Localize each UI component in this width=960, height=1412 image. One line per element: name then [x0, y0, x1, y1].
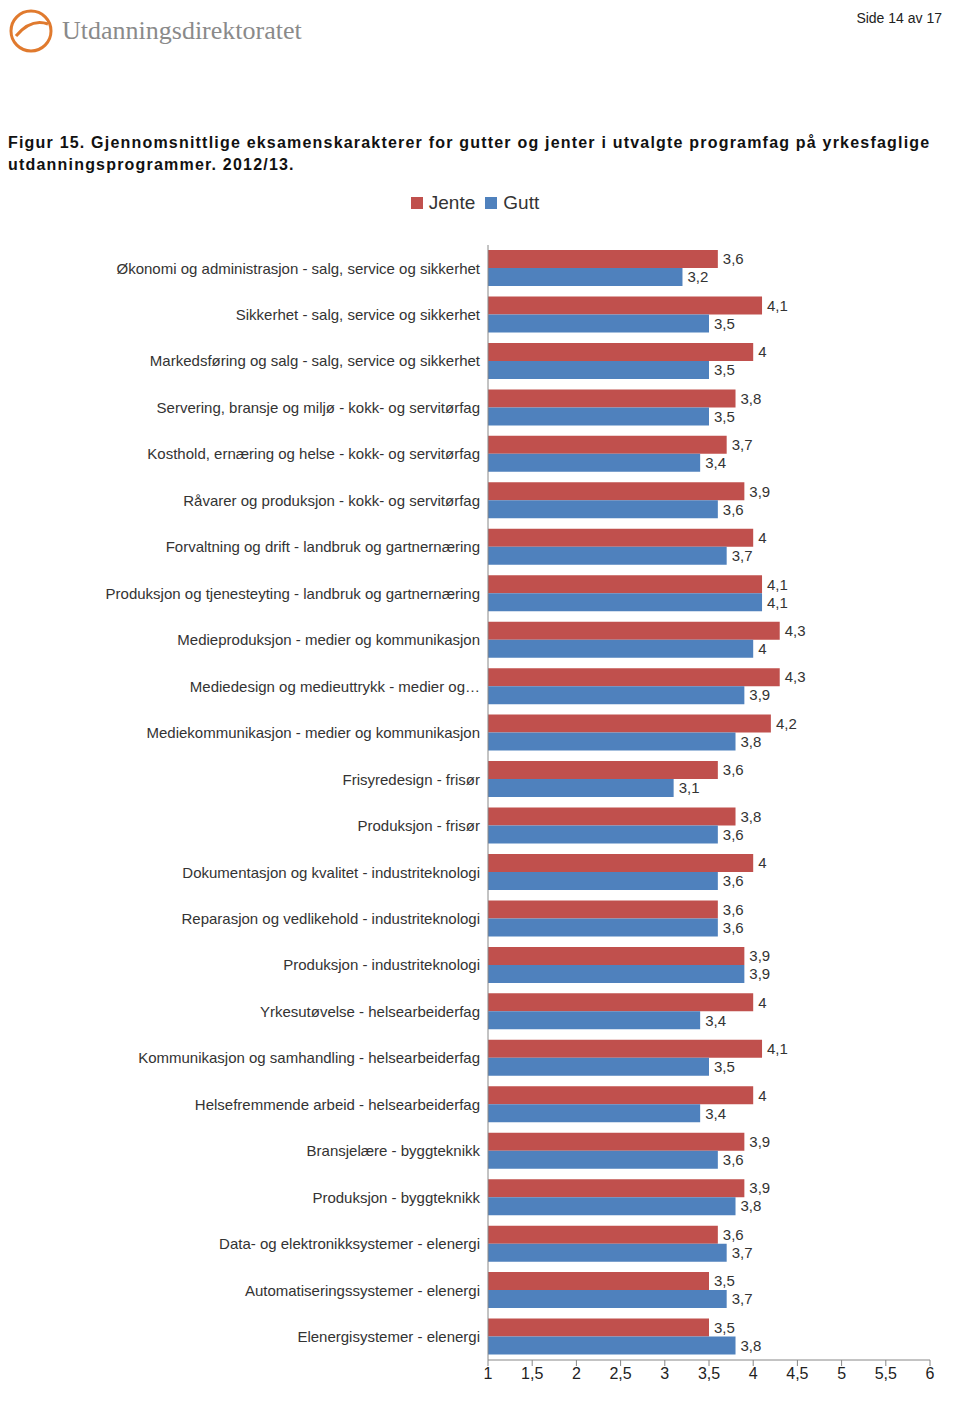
svg-text:Kosthold, ernæring og helse -: Kosthold, ernæring og helse - kokk- og s… [147, 445, 480, 462]
svg-text:3,7: 3,7 [732, 436, 753, 453]
svg-text:5,5: 5,5 [875, 1365, 897, 1382]
svg-text:4: 4 [758, 854, 766, 871]
svg-text:3,6: 3,6 [723, 1151, 744, 1168]
html-text:Figur 15. Gjennomsnittlige eks: Figur 15. Gjennomsnittlige eksamenskarak… [8, 134, 931, 173]
svg-text:Produksjon - industriteknologi: Produksjon - industriteknologi [283, 956, 480, 973]
svg-text:3,7: 3,7 [732, 1244, 753, 1261]
svg-text:3,4: 3,4 [705, 1012, 726, 1029]
svg-text:Elenergisystemer - elenergi: Elenergisystemer - elenergi [297, 1328, 480, 1345]
svg-text:Servering, bransje og miljø -: Servering, bransje og miljø - kokk- og s… [157, 399, 480, 416]
svg-text:3,6: 3,6 [723, 761, 744, 778]
svg-text:4,2: 4,2 [776, 715, 797, 732]
svg-text:Medieproduksjon - medier og ko: Medieproduksjon - medier og kommunikasjo… [177, 631, 480, 648]
svg-text:1: 1 [484, 1365, 493, 1382]
svg-text:3,6: 3,6 [723, 872, 744, 889]
svg-text:4: 4 [758, 994, 766, 1011]
svg-text:Produksjon - byggteknikk: Produksjon - byggteknikk [312, 1189, 480, 1206]
svg-text:Dokumentasjon og kvalitet - in: Dokumentasjon og kvalitet - industritekn… [182, 864, 480, 881]
svg-text:3,6: 3,6 [723, 919, 744, 936]
svg-text:Produksjon og tjenesteyting -: Produksjon og tjenesteyting - landbruk o… [106, 585, 480, 602]
svg-text:3,2: 3,2 [687, 268, 708, 285]
svg-text:3,7: 3,7 [732, 547, 753, 564]
svg-text:2,5: 2,5 [609, 1365, 631, 1382]
svg-text:4,1: 4,1 [767, 297, 788, 314]
svg-text:Forvaltning og drift - landbru: Forvaltning og drift - landbruk og gartn… [166, 538, 480, 555]
svg-text:Sikkerhet - salg, service og s: Sikkerhet - salg, service og sikkerhet [236, 306, 481, 323]
svg-text:3,5: 3,5 [714, 315, 735, 332]
svg-text:3,6: 3,6 [723, 826, 744, 843]
svg-text:3,6: 3,6 [723, 1226, 744, 1243]
svg-text:Yrkesutøvelse - helsearbeiderf: Yrkesutøvelse - helsearbeiderfag [260, 1003, 480, 1020]
svg-text:3,6: 3,6 [723, 250, 744, 267]
html-text:Side 14 av 17: Side 14 av 17 [856, 10, 942, 26]
svg-text:3,1: 3,1 [679, 779, 700, 796]
svg-text:Frisyredesign - frisør: Frisyredesign - frisør [342, 771, 480, 788]
svg-text:3,4: 3,4 [705, 1105, 726, 1122]
svg-text:4: 4 [758, 529, 766, 546]
svg-text:3,5: 3,5 [714, 1058, 735, 1075]
svg-text:Automatiseringssystemer - elen: Automatiseringssystemer - elenergi [245, 1282, 480, 1299]
svg-text:Økonomi og administrasjon - sa: Økonomi og administrasjon - salg, servic… [117, 260, 481, 277]
html-text:Jente: Jente [428, 192, 476, 213]
svg-text:6: 6 [926, 1365, 935, 1382]
svg-text:3: 3 [660, 1365, 669, 1382]
svg-text:4,5: 4,5 [786, 1365, 808, 1382]
svg-text:3,9: 3,9 [749, 947, 770, 964]
svg-text:4: 4 [758, 640, 766, 657]
svg-text:3,9: 3,9 [749, 483, 770, 500]
svg-text:3,5: 3,5 [714, 408, 735, 425]
svg-text:3,9: 3,9 [749, 686, 770, 703]
svg-text:Markedsføring og salg - salg,: Markedsføring og salg - salg, service og… [150, 352, 481, 369]
svg-text:4: 4 [749, 1365, 758, 1382]
svg-text:4: 4 [758, 343, 766, 360]
svg-text:Bransjelære - byggteknikk: Bransjelære - byggteknikk [307, 1142, 481, 1159]
svg-text:3,9: 3,9 [749, 1179, 770, 1196]
svg-text:3,8: 3,8 [741, 390, 762, 407]
svg-text:5: 5 [837, 1365, 846, 1382]
svg-text:4,1: 4,1 [767, 594, 788, 611]
html-text:Utdanningsdirektoratet: Utdanningsdirektoratet [62, 16, 302, 45]
svg-text:3,5: 3,5 [714, 1272, 735, 1289]
svg-text:Data- og elektronikksystemer -: Data- og elektronikksystemer - elenergi [219, 1235, 480, 1252]
svg-text:4,3: 4,3 [785, 668, 806, 685]
svg-text:Mediedesign og medieuttrykk -: Mediedesign og medieuttrykk - medier og… [190, 678, 480, 695]
svg-text:3,5: 3,5 [698, 1365, 720, 1382]
svg-text:3,6: 3,6 [723, 901, 744, 918]
html-text:Gutt: Gutt [503, 192, 540, 213]
svg-text:3,7: 3,7 [732, 1290, 753, 1307]
svg-text:3,9: 3,9 [749, 1133, 770, 1150]
svg-text:3,8: 3,8 [741, 808, 762, 825]
svg-text:2: 2 [572, 1365, 581, 1382]
svg-text:Mediekommunikasjon - medier og: Mediekommunikasjon - medier og kommunika… [147, 724, 480, 741]
svg-text:3,6: 3,6 [723, 501, 744, 518]
svg-text:3,9: 3,9 [749, 965, 770, 982]
svg-text:4,1: 4,1 [767, 576, 788, 593]
svg-text:3,5: 3,5 [714, 361, 735, 378]
svg-text:3,8: 3,8 [741, 733, 762, 750]
svg-text:Reparasjon og vedlikehold - in: Reparasjon og vedlikehold - industritekn… [181, 910, 480, 927]
svg-text:3,8: 3,8 [741, 1197, 762, 1214]
svg-text:4: 4 [758, 1087, 766, 1104]
svg-text:Produksjon - frisør: Produksjon - frisør [357, 817, 480, 834]
svg-text:1,5: 1,5 [521, 1365, 543, 1382]
svg-text:3,5: 3,5 [714, 1319, 735, 1336]
svg-text:3,4: 3,4 [705, 454, 726, 471]
svg-text:Helsefremmende arbeid - helsea: Helsefremmende arbeid - helsearbeiderfag [195, 1096, 480, 1113]
svg-text:Råvarer og produksjon - kokk-: Råvarer og produksjon - kokk- og servitø… [183, 492, 480, 509]
svg-text:4,3: 4,3 [785, 622, 806, 639]
svg-text:3,8: 3,8 [741, 1337, 762, 1354]
svg-text:Kommunikasjon og samhandling -: Kommunikasjon og samhandling - helsearbe… [138, 1049, 480, 1066]
svg-text:4,1: 4,1 [767, 1040, 788, 1057]
